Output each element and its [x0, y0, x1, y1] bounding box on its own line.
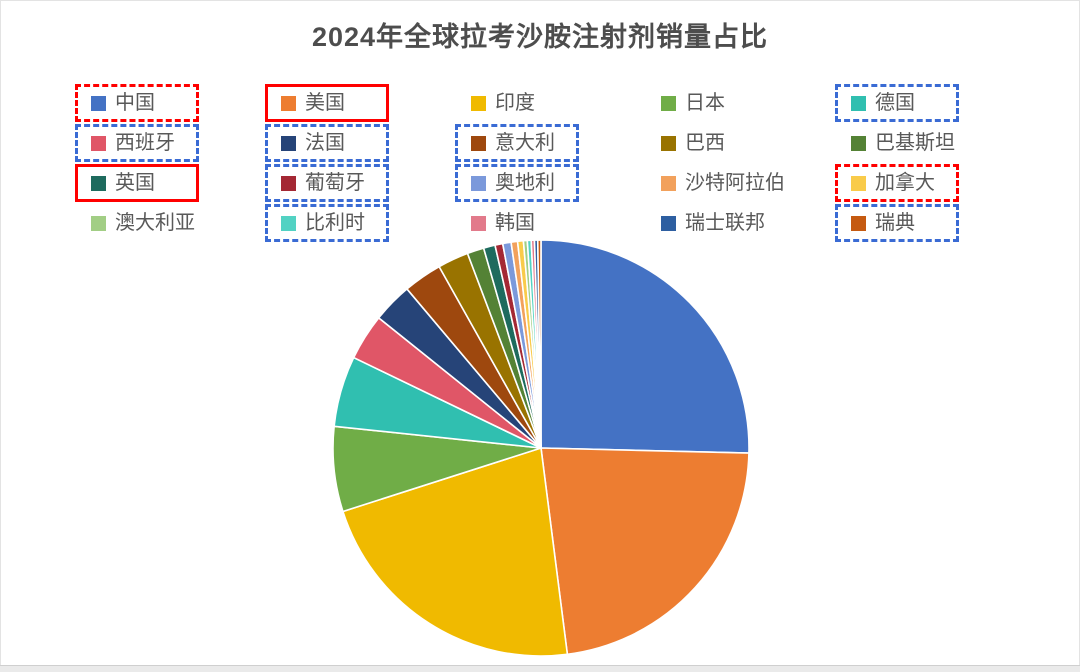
- legend-swatch: [91, 175, 106, 191]
- legend-swatch: [851, 95, 866, 111]
- legend-item: 葡萄牙: [265, 164, 389, 202]
- legend-swatch: [661, 135, 676, 151]
- legend-swatch: [851, 215, 866, 231]
- legend-swatch: [661, 215, 676, 231]
- legend-label: 美国: [305, 92, 345, 114]
- legend: 中国 美国 印度 日本 德国西班牙 法国 意大利 巴西 巴基斯坦英国 葡萄牙 奥地利 沙特阿拉伯 加拿大…: [75, 83, 1025, 243]
- pie-slice: [540, 239, 750, 454]
- pie-chart: [331, 238, 751, 658]
- legend-label: 葡萄牙: [305, 172, 365, 194]
- legend-label: 韩国: [495, 212, 535, 234]
- legend-item: 韩国: [455, 204, 579, 242]
- legend-swatch: [281, 95, 296, 111]
- legend-label: 巴西: [685, 132, 725, 154]
- legend-label: 瑞士联邦: [685, 212, 765, 234]
- legend-item: 巴基斯坦: [835, 124, 964, 162]
- legend-swatch: [661, 175, 676, 191]
- legend-label: 意大利: [495, 132, 555, 154]
- legend-item: 瑞士联邦: [645, 204, 774, 242]
- legend-swatch: [471, 135, 486, 151]
- legend-item: 法国: [265, 124, 389, 162]
- legend-item: 奥地利: [455, 164, 579, 202]
- legend-label: 奥地利: [495, 172, 555, 194]
- legend-swatch: [471, 215, 486, 231]
- legend-label: 英国: [115, 172, 155, 194]
- legend-label: 日本: [685, 92, 725, 114]
- legend-label: 沙特阿拉伯: [685, 172, 785, 194]
- legend-label: 瑞典: [875, 212, 915, 234]
- legend-item: 德国: [835, 84, 959, 122]
- legend-swatch: [851, 135, 866, 151]
- legend-swatch: [471, 175, 486, 191]
- legend-item: 沙特阿拉伯: [645, 164, 794, 202]
- legend-label: 德国: [875, 92, 915, 114]
- legend-label: 法国: [305, 132, 345, 154]
- legend-item: 意大利: [455, 124, 579, 162]
- legend-item: 美国: [265, 84, 389, 122]
- legend-label: 中国: [115, 92, 155, 114]
- legend-swatch: [91, 215, 106, 231]
- pie-slice: [536, 239, 542, 449]
- legend-item: 印度: [455, 84, 579, 122]
- legend-swatch: [281, 215, 296, 231]
- legend-label: 比利时: [305, 212, 365, 234]
- legend-item: 比利时: [265, 204, 389, 242]
- legend-swatch: [281, 175, 296, 191]
- legend-item: 中国: [75, 84, 199, 122]
- legend-item: 加拿大: [835, 164, 959, 202]
- legend-swatch: [471, 95, 486, 111]
- legend-item: 日本: [645, 84, 769, 122]
- legend-label: 西班牙: [115, 132, 175, 154]
- legend-item: 瑞典: [835, 204, 959, 242]
- legend-item: 澳大利亚: [75, 204, 204, 242]
- pie-slice: [540, 447, 750, 656]
- legend-swatch: [851, 175, 866, 191]
- legend-label: 巴基斯坦: [875, 132, 955, 154]
- legend-item: 英国: [75, 164, 199, 202]
- legend-label: 印度: [495, 92, 535, 114]
- legend-label: 加拿大: [875, 172, 935, 194]
- chart-title: 2024年全球拉考沙胺注射剂销量占比: [311, 22, 769, 52]
- pie-svg: [332, 239, 750, 657]
- legend-item: 西班牙: [75, 124, 199, 162]
- image-bottom-border: [0, 665, 1080, 672]
- legend-swatch: [91, 95, 106, 111]
- legend-label: 澳大利亚: [115, 212, 195, 234]
- legend-swatch: [661, 95, 676, 111]
- legend-item: 巴西: [645, 124, 769, 162]
- pie-slice: [342, 447, 569, 657]
- legend-swatch: [91, 135, 106, 151]
- legend-swatch: [281, 135, 296, 151]
